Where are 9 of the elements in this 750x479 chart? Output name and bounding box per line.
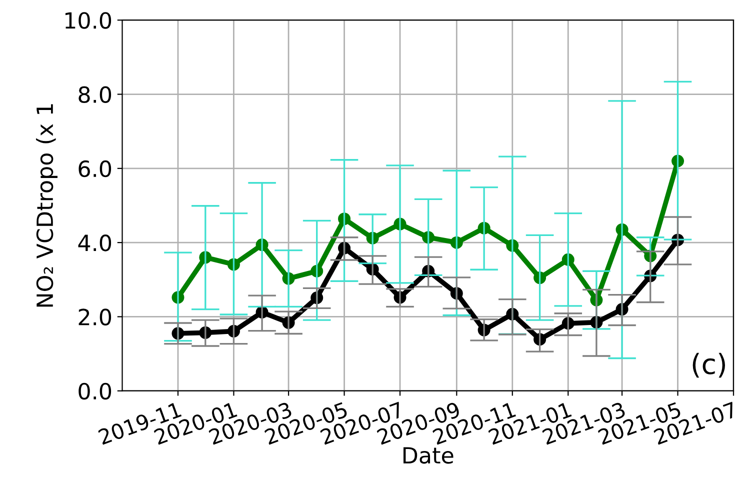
y-tick-label: 10.0 — [65, 12, 112, 29]
y-tick-label: 8.0 — [78, 86, 112, 104]
y-tick-label: 6.0 — [78, 160, 112, 178]
y-tick-label: 4.0 — [78, 234, 112, 252]
x-axis-title: Date — [404, 447, 454, 464]
y-tick-label: 2.0 — [78, 308, 112, 326]
y-axis-title: NO₂ VCDtropo (x 1 — [36, 104, 58, 307]
annotation: (c) — [692, 352, 725, 378]
y-tick-label: 0.0 — [78, 382, 112, 400]
